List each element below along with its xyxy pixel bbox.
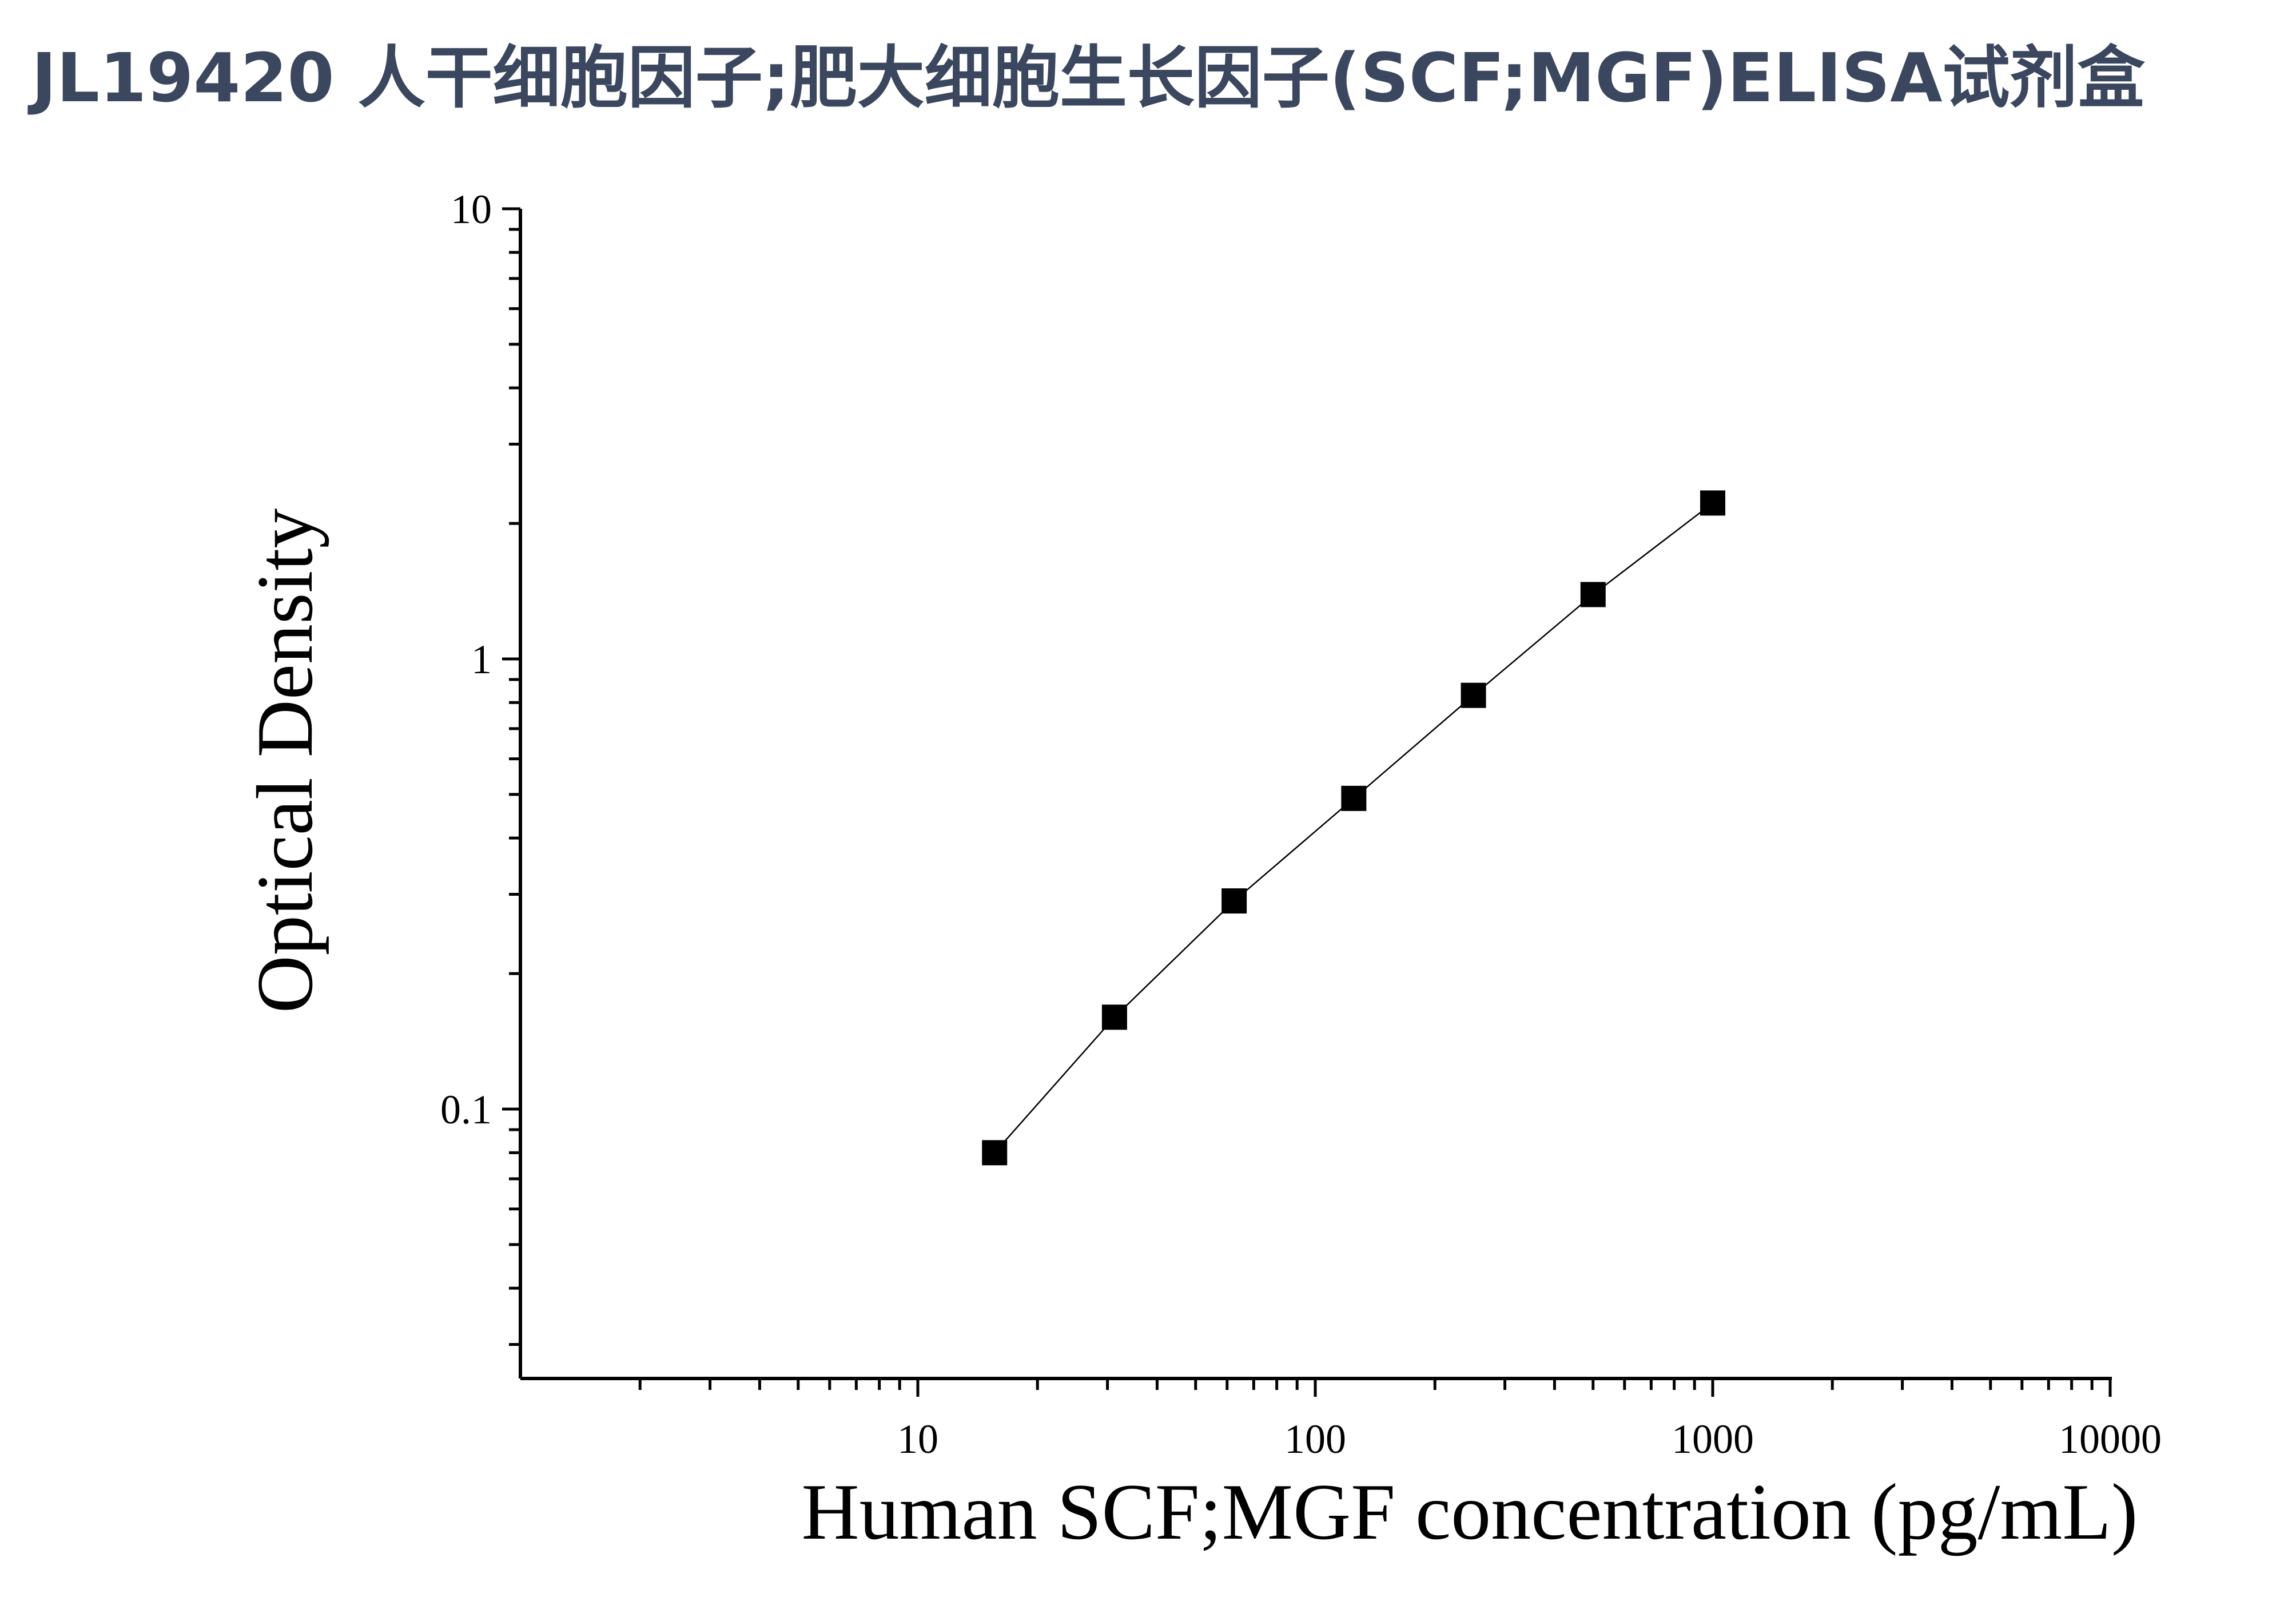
data-point [982, 1140, 1008, 1166]
x-tick-label: 1000 [1672, 1416, 1754, 1462]
data-point [1461, 682, 1486, 708]
data-point [1580, 582, 1606, 607]
x-tick-label: 10 [897, 1416, 938, 1462]
data-point [1221, 888, 1247, 914]
series [982, 490, 1725, 1166]
x-tick-label: 100 [1284, 1416, 1346, 1462]
y-tick-label: 1 [471, 637, 492, 682]
data-point [1101, 1004, 1127, 1030]
x-axis-title: Human SCF;MGF concentration (pg/mL) [801, 1468, 2138, 1556]
axes [519, 209, 2112, 1380]
data-point [1700, 490, 1725, 516]
y-axis-title: Optical Density [241, 508, 329, 1014]
data-point [1341, 785, 1367, 811]
ticks [502, 207, 2112, 1397]
chart-title: JL19420 人干细胞因子;肥大细胞生长因子(SCF;MGF)ELISA试剂盒 [31, 38, 2145, 117]
y-tick-label: 0.1 [440, 1087, 492, 1133]
y-tick-label: 10 [451, 186, 492, 232]
tick-labels: 10 100 1000 10000 0.1 1 10 [440, 186, 2162, 1462]
x-tick-label: 10000 [2059, 1416, 2162, 1462]
